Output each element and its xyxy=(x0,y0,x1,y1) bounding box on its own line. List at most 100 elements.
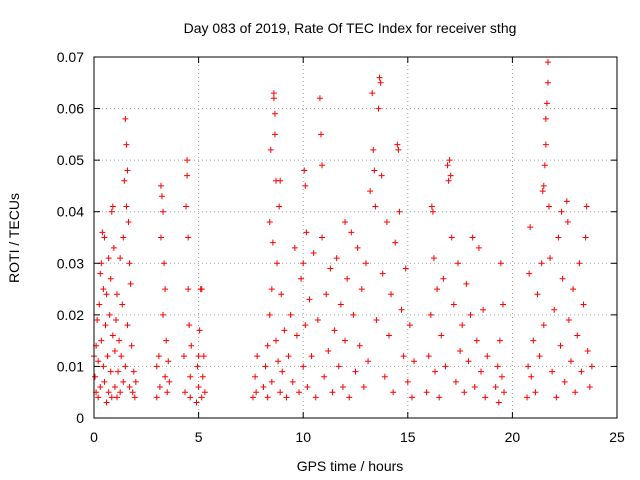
data-point xyxy=(442,363,449,370)
data-point xyxy=(114,291,121,298)
data-point xyxy=(316,95,323,102)
data-point xyxy=(185,286,192,293)
data-point xyxy=(475,244,482,251)
data-point xyxy=(431,368,438,375)
data-point xyxy=(369,90,376,97)
data-point xyxy=(103,399,110,406)
data-point xyxy=(379,270,386,277)
data-point xyxy=(327,265,334,272)
data-point xyxy=(499,301,506,308)
data-point xyxy=(390,389,397,396)
data-point xyxy=(184,172,191,179)
data-point xyxy=(471,384,478,391)
data-point xyxy=(155,353,162,360)
data-point xyxy=(440,275,447,282)
data-point xyxy=(201,389,208,396)
data-point xyxy=(352,368,359,375)
data-point xyxy=(109,203,116,210)
data-point xyxy=(123,203,130,210)
data-point xyxy=(555,234,562,241)
data-point xyxy=(163,337,170,344)
data-point xyxy=(553,394,560,401)
y-tick-label: 0.05 xyxy=(57,152,84,168)
data-point xyxy=(362,260,369,267)
data-point xyxy=(268,286,275,293)
data-point xyxy=(376,74,383,81)
data-point xyxy=(547,255,554,262)
data-point xyxy=(383,219,390,226)
data-point xyxy=(131,394,138,401)
data-point xyxy=(541,162,548,169)
data-point xyxy=(411,358,418,365)
data-point xyxy=(293,332,300,339)
data-point xyxy=(444,162,451,169)
data-point xyxy=(576,260,583,267)
data-point xyxy=(331,327,338,334)
data-point xyxy=(97,270,104,277)
data-point xyxy=(249,394,256,401)
data-point xyxy=(95,394,102,401)
data-point xyxy=(406,322,413,329)
data-point xyxy=(274,260,281,267)
data-point xyxy=(124,167,131,174)
data-point xyxy=(271,131,278,138)
data-point xyxy=(365,358,372,365)
data-point xyxy=(314,317,321,324)
data-point xyxy=(323,291,330,298)
data-point xyxy=(544,59,551,66)
data-point xyxy=(102,322,109,329)
plot-frame xyxy=(93,56,618,419)
data-point xyxy=(429,208,436,215)
data-point xyxy=(111,347,118,354)
data-point xyxy=(350,311,357,318)
data-point xyxy=(108,208,115,215)
data-point xyxy=(398,306,405,313)
data-point xyxy=(126,260,133,267)
data-point xyxy=(335,363,342,370)
data-point xyxy=(342,219,349,226)
data-point xyxy=(546,203,553,210)
data-point xyxy=(342,337,349,344)
data-point xyxy=(156,384,163,391)
data-point xyxy=(296,389,303,396)
data-point xyxy=(463,280,470,287)
data-point xyxy=(484,353,491,360)
data-point xyxy=(333,255,340,262)
data-point xyxy=(101,378,108,385)
data-point xyxy=(478,368,485,375)
y-tick-label: 0.06 xyxy=(57,101,84,117)
data-point xyxy=(195,353,202,360)
data-point xyxy=(266,219,273,226)
data-point xyxy=(279,368,286,375)
data-point xyxy=(557,342,564,349)
data-point xyxy=(445,177,452,184)
data-point xyxy=(586,384,593,391)
data-point xyxy=(395,146,402,153)
data-point xyxy=(425,353,432,360)
data-point xyxy=(300,260,307,267)
data-point xyxy=(287,311,294,318)
data-point xyxy=(551,306,558,313)
data-point xyxy=(371,167,378,174)
data-point xyxy=(122,363,129,370)
data-point xyxy=(182,389,189,396)
data-point xyxy=(446,157,453,164)
data-point xyxy=(157,182,164,189)
data-point xyxy=(109,332,116,339)
y-tick-label: 0 xyxy=(76,410,84,426)
data-point xyxy=(524,394,531,401)
data-point xyxy=(317,131,324,138)
data-point xyxy=(269,239,276,246)
chart-title: Day 083 of 2019, Rate Of TEC Index for r… xyxy=(184,20,517,36)
data-point xyxy=(115,368,122,375)
data-point xyxy=(480,306,487,313)
data-point xyxy=(392,239,399,246)
data-point xyxy=(162,373,169,380)
data-point xyxy=(110,244,117,251)
data-point xyxy=(360,384,367,391)
data-point xyxy=(183,203,190,210)
data-point xyxy=(310,249,317,256)
y-tick-label: 0.04 xyxy=(57,204,84,220)
data-point xyxy=(199,373,206,380)
data-point xyxy=(157,234,164,241)
